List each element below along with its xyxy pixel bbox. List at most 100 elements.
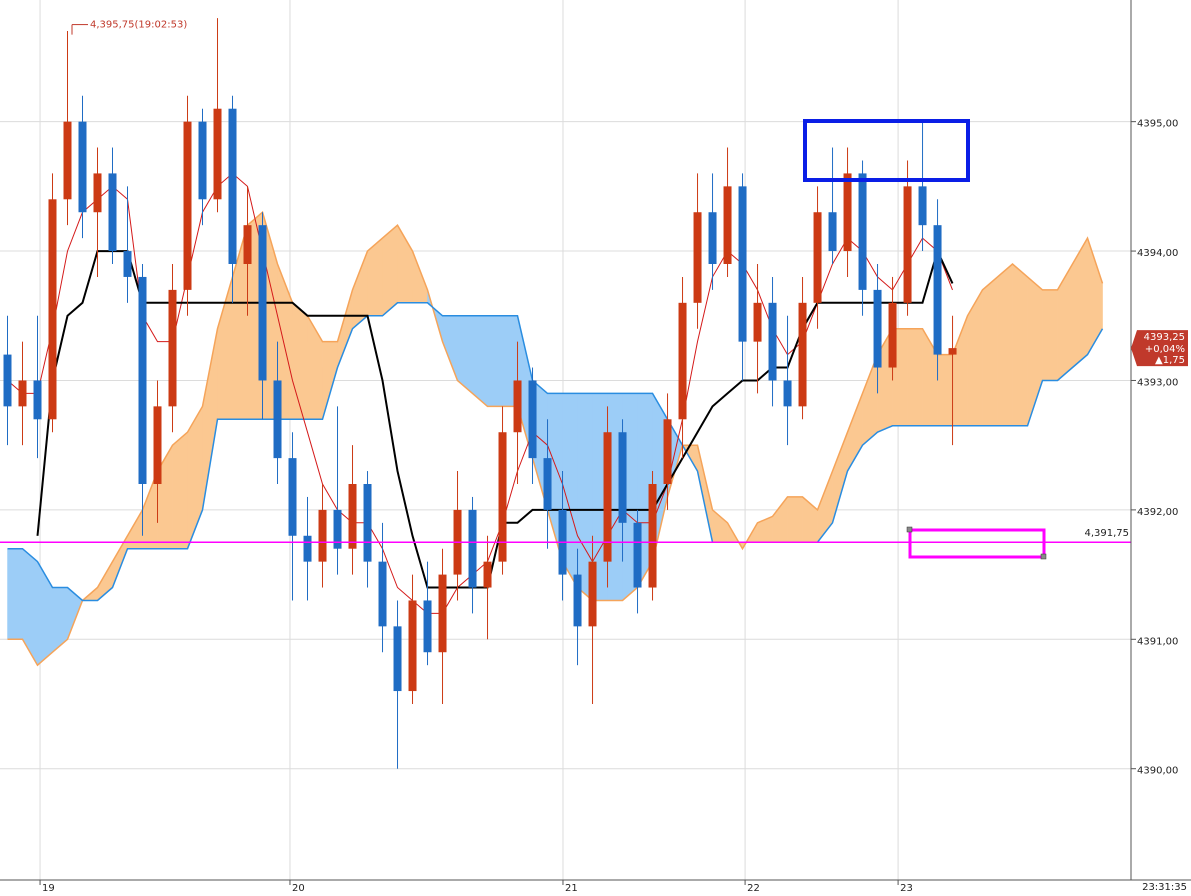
x-tick-label: 19	[42, 883, 55, 894]
candle-body	[378, 561, 387, 627]
candles	[3, 18, 957, 769]
candle-body	[813, 212, 822, 303]
candle-body	[243, 225, 252, 264]
candle-body	[498, 432, 507, 562]
candle-body	[303, 535, 312, 562]
cloud-segment	[982, 276, 998, 427]
overlays: 4,391,75 4,395,75(19:02:53)	[0, 20, 1131, 560]
candle-body	[393, 626, 402, 692]
cloud-segment	[382, 224, 398, 317]
cloud-segment	[292, 302, 308, 420]
candle-body	[348, 484, 357, 549]
candle-body	[213, 108, 222, 200]
cloud-segment	[1042, 289, 1058, 381]
candle-body	[723, 186, 732, 264]
candle-body	[573, 574, 582, 627]
horizontal-line-label: 4,391,75	[1084, 528, 1129, 539]
x-tick-label: 21	[565, 883, 578, 894]
candle-body	[408, 600, 417, 692]
x-tick-label: 22	[747, 883, 760, 894]
axes: 4390,00 4391,00 4392,00 4393,00 4394,00 4395,…	[39, 119, 1188, 894]
candle-body	[108, 173, 117, 252]
handle	[906, 526, 913, 533]
candle-body	[768, 302, 777, 381]
candle-body	[273, 380, 282, 459]
candle-body	[828, 212, 837, 252]
candle-body	[528, 380, 537, 459]
candle-body	[603, 432, 612, 562]
candle-body	[318, 509, 327, 562]
candle-body	[918, 186, 927, 226]
candle-body	[543, 458, 552, 510]
candle-body	[873, 289, 882, 368]
cloud-segment	[172, 431, 188, 549]
drawn-rectangle	[803, 119, 970, 182]
y-tick-label: 4390,00	[1137, 766, 1178, 777]
y-tick-label: 4393,00	[1137, 377, 1178, 388]
candle-body	[3, 354, 12, 407]
candle-body	[468, 509, 477, 588]
cloud-segment	[7, 548, 23, 640]
candle-body	[198, 121, 207, 200]
candle-body	[228, 108, 237, 265]
candle-body	[48, 199, 57, 420]
span-a-line	[7, 210, 1104, 667]
candle-body	[333, 509, 342, 549]
candle-body	[663, 419, 672, 484]
candle-body	[78, 121, 87, 213]
cloud-segment	[787, 496, 803, 543]
candle-body	[783, 380, 792, 407]
y-tick-label: 4392,00	[1137, 507, 1178, 518]
candle-body	[693, 212, 702, 303]
y-tick-label: 4394,00	[1137, 248, 1178, 259]
candle-body	[708, 212, 717, 264]
candle-body	[18, 380, 27, 407]
candle-body	[63, 121, 72, 200]
cloud-segment	[1012, 263, 1028, 427]
candle-body	[858, 173, 867, 290]
candle-body	[258, 225, 267, 381]
candle-body	[438, 574, 447, 653]
candle-body	[648, 484, 657, 588]
time-label: 23:31:35	[1142, 882, 1187, 893]
candle-body	[183, 121, 192, 290]
candle-body	[903, 186, 912, 303]
candle-body	[678, 302, 687, 420]
high-marker-label: 4,395,75(19:02:53)	[90, 20, 187, 31]
change-label: ▲1,75	[1155, 355, 1185, 366]
candle-body	[363, 484, 372, 562]
x-tick-label: 20	[292, 883, 305, 894]
cloud-segment	[907, 328, 923, 427]
candle-body	[588, 561, 597, 627]
last-price-label: 4393,25	[1144, 332, 1185, 343]
candle-body	[123, 251, 132, 277]
cloud-segment	[487, 315, 503, 407]
candle-body	[138, 276, 147, 484]
candle-body	[288, 458, 297, 536]
y-tick-label: 4395,00	[1137, 119, 1178, 130]
candle-body	[843, 173, 852, 252]
x-tick-label: 23	[900, 883, 913, 894]
candle-body	[93, 173, 102, 213]
candle-body	[798, 302, 807, 407]
cloud-segment	[472, 315, 488, 407]
drawn-rectangle	[908, 528, 1046, 559]
last-price-box	[1131, 330, 1188, 367]
candle-body	[168, 289, 177, 407]
candle-body	[633, 522, 642, 588]
change-pct-label: +0,04%	[1145, 344, 1185, 355]
candle-body	[423, 600, 432, 653]
cloud-segment	[997, 263, 1013, 427]
candle-body	[948, 348, 957, 355]
candle-body	[933, 225, 942, 355]
handle	[1040, 553, 1047, 560]
candle-body	[33, 380, 42, 420]
candle-body	[888, 302, 897, 368]
candle-body	[738, 186, 747, 342]
candle-body	[618, 432, 627, 523]
candle-body	[483, 561, 492, 588]
candle-body	[753, 302, 762, 342]
candle-body	[513, 380, 522, 433]
